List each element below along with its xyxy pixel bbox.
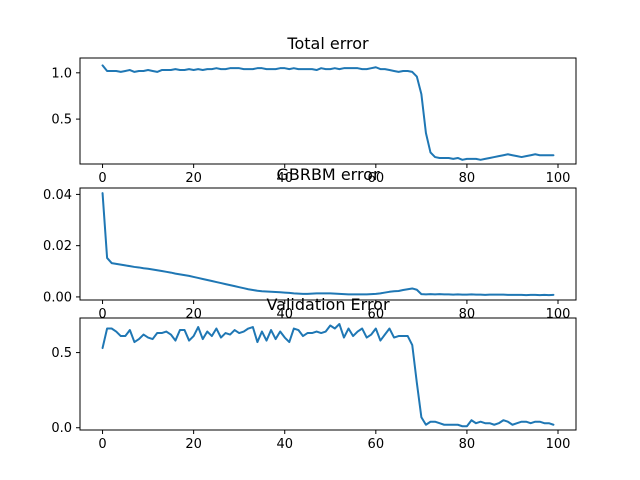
- x-tick-label-gbrbm-error: 100: [546, 307, 571, 322]
- subplot-total-error: Total error 0 20 40 60 80 100 0.5 1.0: [51, 34, 577, 186]
- x-tick-label-total-error: 100: [546, 171, 571, 186]
- axes-frame-validation-error: [79, 317, 577, 431]
- x-tick-label-total-error: 0: [98, 171, 106, 186]
- x-tick-label-gbrbm-error: 0: [98, 307, 106, 322]
- y-tick-label-gbrbm-error: 0.00: [43, 290, 72, 305]
- y-tick-label-total-error: 1.0: [51, 66, 72, 81]
- series-line-total-error: [101, 64, 555, 161]
- x-tick-label-validation-error: 80: [459, 437, 476, 452]
- y-tick-label-gbrbm-error: 0.02: [43, 239, 72, 254]
- series-line-gbrbm-error: [101, 192, 555, 297]
- x-tick-label-validation-error: 60: [368, 437, 385, 452]
- subplot-gbrbm-error: 0 20 40 60 80 100 0.00 0.02 0.04 GBRBM error: [43, 165, 577, 322]
- x-tick-label-validation-error: 100: [546, 437, 571, 452]
- axes-frame-total-error: [79, 57, 577, 165]
- y-tick-label-gbrbm-error: 0.04: [43, 188, 72, 203]
- x-tick-label-gbrbm-error: 80: [459, 307, 476, 322]
- x-tick-label-validation-error: 40: [276, 437, 293, 452]
- x-tick-label-total-error: 40: [276, 171, 293, 186]
- y-tick-label-total-error: 0.5: [51, 113, 72, 128]
- x-tick-label-validation-error: 20: [185, 437, 202, 452]
- y-tick-label-validation-error: 0.0: [51, 421, 72, 436]
- x-tick-label-total-error: 20: [185, 171, 202, 186]
- x-tick-label-total-error: 60: [368, 171, 385, 186]
- axes-frame-gbrbm-error: [79, 187, 577, 301]
- subplot-title-total-error: Total error: [286, 34, 369, 53]
- x-tick-label-gbrbm-error: 20: [185, 307, 202, 322]
- x-tick-label-total-error: 80: [459, 171, 476, 186]
- series-line-validation-error: [101, 323, 555, 428]
- axes-total-error: 0 20 40 60 80 100 0.5 1.0: [51, 57, 577, 186]
- y-tick-label-validation-error: 0.5: [51, 346, 72, 361]
- subplot-title-validation-error: Validation Error: [266, 295, 390, 314]
- axes-validation-error: 0 20 40 60 80 100 0.0 0.5: [51, 317, 577, 452]
- x-tick-label-validation-error: 0: [98, 437, 106, 452]
- subplot-validation-error: 0 20 40 60 80 100 0.0 0.5 Validation Error: [51, 295, 577, 452]
- subplot-title-gbrbm-error: GBRBM error: [276, 165, 380, 184]
